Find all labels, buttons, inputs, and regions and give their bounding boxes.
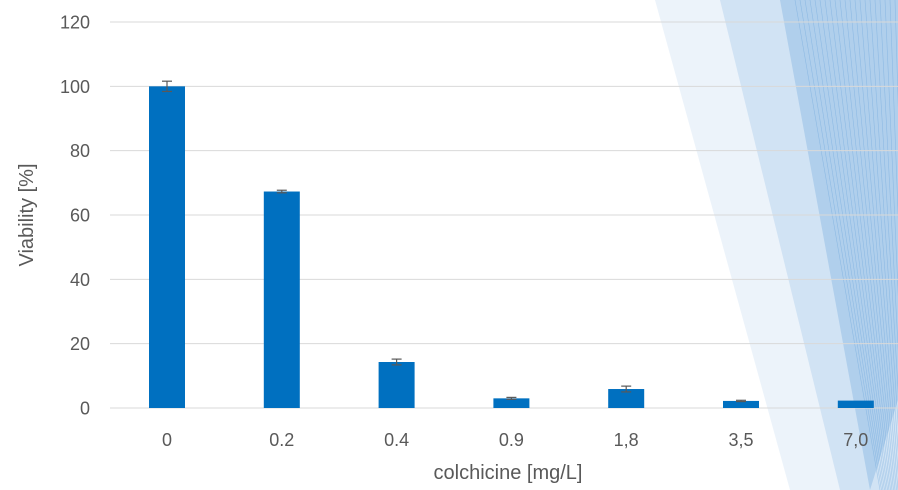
bar <box>149 86 185 408</box>
y-axis-ticks: 0 20 40 60 80 100 120 <box>60 13 90 419</box>
bar <box>378 362 415 408</box>
bar <box>493 398 530 408</box>
x-tick-label: 0.4 <box>384 430 409 450</box>
x-tick-label: 0 <box>162 430 172 450</box>
bar <box>608 389 645 408</box>
x-tick-label: 1,8 <box>614 430 639 450</box>
y-tick-label: 40 <box>70 270 90 290</box>
y-tick-label: 60 <box>70 206 90 226</box>
y-tick-label: 20 <box>70 334 90 354</box>
bar-series <box>149 86 874 408</box>
background-decoration <box>655 0 898 490</box>
decor-stripe <box>874 0 898 394</box>
decor-stripe <box>889 0 898 220</box>
bar <box>723 400 759 408</box>
x-tick-label: 7,0 <box>843 430 868 450</box>
y-tick-label: 0 <box>80 399 90 419</box>
x-axis-title: colchicine [mg/L] <box>434 462 583 484</box>
x-tick-label: 3,5 <box>728 430 753 450</box>
bar <box>263 191 300 408</box>
bar <box>837 400 874 408</box>
decor-panel-dark <box>780 0 898 490</box>
x-tick-label: 0.9 <box>499 430 524 450</box>
y-tick-label: 80 <box>70 141 90 161</box>
y-tick-label: 100 <box>60 77 90 97</box>
decor-stripe <box>884 0 898 297</box>
decor-panel-mid <box>720 0 898 490</box>
y-axis-title: Viability [%] <box>16 163 38 266</box>
decor-stripe <box>879 0 898 352</box>
y-tick-label: 120 <box>60 13 90 33</box>
x-axis-ticks: 0 0.2 0.4 0.9 1,8 3,5 7,0 <box>162 430 868 450</box>
error-bars <box>162 80 746 403</box>
x-tick-label: 0.2 <box>269 430 294 450</box>
